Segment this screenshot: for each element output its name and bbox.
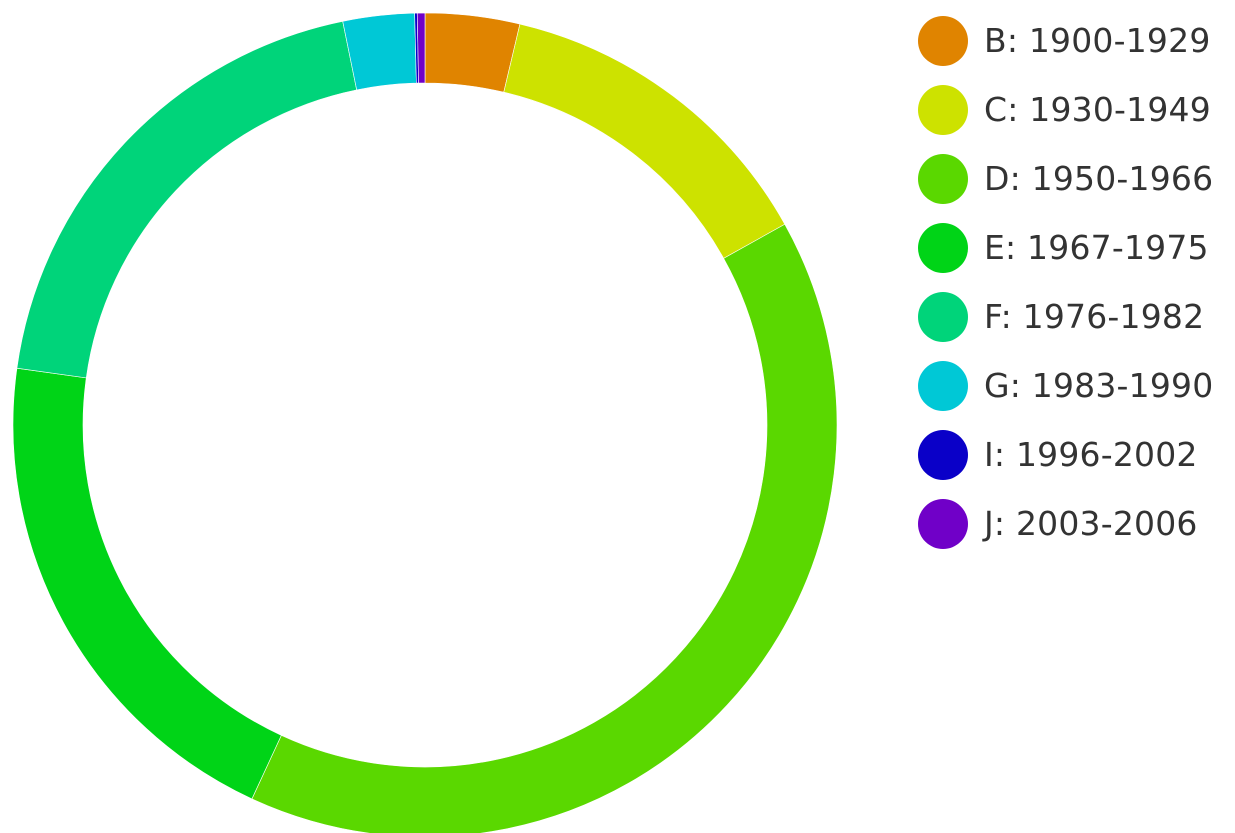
donut-slices — [12, 12, 838, 833]
legend-swatch-c — [918, 84, 968, 135]
legend-swatch-e — [918, 222, 968, 273]
legend-item-b[interactable]: B: 1900-1929 — [918, 6, 1213, 75]
donut-slice-j[interactable] — [416, 12, 426, 84]
legend-label-i: I: 1996-2002 — [984, 435, 1198, 474]
legend-item-d[interactable]: D: 1950-1966 — [918, 144, 1213, 213]
legend-label-b: B: 1900-1929 — [984, 21, 1211, 60]
donut-slice-f[interactable] — [16, 20, 358, 379]
legend-swatch-j — [918, 498, 968, 549]
legend-label-g: G: 1983-1990 — [984, 366, 1214, 405]
legend-label-j: J: 2003-2006 — [984, 504, 1198, 543]
legend-swatch-f — [918, 291, 968, 342]
legend-item-f[interactable]: F: 1976-1982 — [918, 282, 1213, 351]
legend-label-e: E: 1967-1975 — [984, 228, 1209, 267]
donut-slice-c[interactable] — [503, 23, 786, 259]
legend-item-e[interactable]: E: 1967-1975 — [918, 213, 1213, 282]
legend-label-f: F: 1976-1982 — [984, 297, 1205, 336]
legend-item-i[interactable]: I: 1996-2002 — [918, 420, 1213, 489]
legend-item-g[interactable]: G: 1983-1990 — [918, 351, 1213, 420]
donut-slice-d[interactable] — [251, 223, 838, 833]
legend-swatch-d — [918, 153, 968, 204]
donut-slice-e[interactable] — [12, 367, 282, 800]
donut-plot — [12, 12, 838, 833]
legend-swatch-i — [918, 429, 968, 480]
donut-slice-b[interactable] — [424, 12, 521, 93]
legend-swatch-b — [918, 15, 968, 66]
legend-swatch-g — [918, 360, 968, 411]
legend-item-c[interactable]: C: 1930-1949 — [918, 75, 1213, 144]
legend-item-j[interactable]: J: 2003-2006 — [918, 489, 1213, 558]
legend-label-d: D: 1950-1966 — [984, 159, 1214, 198]
legend: B: 1900-1929 C: 1930-1949 D: 1950-1966 E… — [918, 6, 1213, 558]
legend-label-c: C: 1930-1949 — [984, 90, 1211, 129]
